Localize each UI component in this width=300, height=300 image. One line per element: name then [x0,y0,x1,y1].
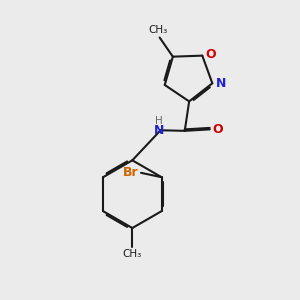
Text: N: N [216,77,226,90]
Text: O: O [206,48,216,61]
Text: CH₃: CH₃ [123,249,142,259]
Text: N: N [154,124,164,137]
Text: O: O [213,123,223,136]
Text: H: H [155,116,163,126]
Text: Br: Br [122,166,138,179]
Text: CH₃: CH₃ [148,25,168,35]
